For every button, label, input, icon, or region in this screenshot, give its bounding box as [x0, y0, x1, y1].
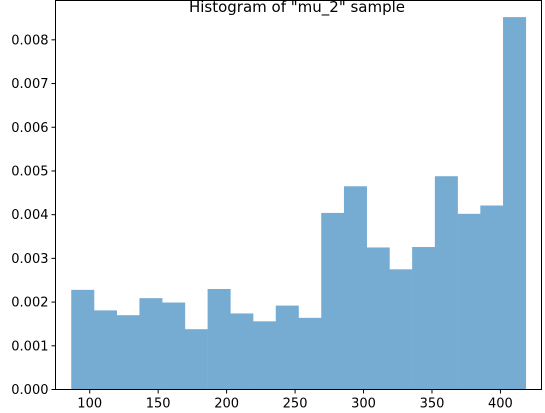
- plot-frame: [55, 0, 542, 390]
- x-tick-label: 300: [351, 397, 376, 412]
- histogram-bar: [162, 302, 186, 390]
- y-tick-label: 0.007: [11, 77, 48, 92]
- y-tick-label: 0.001: [11, 339, 48, 354]
- x-tick-label: 150: [146, 397, 171, 412]
- x-tick-label: 200: [214, 397, 239, 412]
- x-axis-ticks: 100 150 200 250 300 350 400: [77, 389, 513, 412]
- y-tick-label: 0.003: [11, 252, 48, 267]
- y-tick-label: 0.000: [11, 383, 48, 398]
- histogram-bar: [321, 212, 345, 390]
- histogram-bar: [184, 329, 208, 390]
- histogram-bar: [207, 288, 231, 390]
- histogram-bar: [71, 289, 95, 390]
- histogram-bar: [253, 321, 277, 390]
- y-tick-label: 0.004: [11, 208, 48, 223]
- x-tick-label: 100: [77, 397, 102, 412]
- chart-title: Histogram of "mu_2" sample: [189, 0, 405, 17]
- histogram-bar: [139, 298, 163, 390]
- histogram-bar: [412, 247, 436, 390]
- histogram-bar: [366, 247, 390, 390]
- x-tick-label: 350: [420, 397, 445, 412]
- histogram-bar: [343, 186, 367, 390]
- histogram-bar: [116, 315, 140, 390]
- histogram-bar: [434, 176, 458, 390]
- histogram-bars: [71, 17, 527, 390]
- histogram-bar: [480, 205, 504, 390]
- y-tick-label: 0.005: [11, 164, 48, 179]
- y-tick-label: 0.008: [11, 33, 48, 48]
- x-tick-label: 400: [488, 397, 513, 412]
- histogram-bar: [230, 313, 254, 390]
- histogram-bar: [457, 213, 481, 390]
- histogram-bar: [298, 317, 322, 390]
- histogram-bar: [275, 305, 299, 390]
- x-tick-label: 250: [283, 397, 308, 412]
- y-axis-ticks: 0.000 0.001 0.002 0.003 0.004 0.005 0.006 0.007…: [11, 33, 56, 398]
- histogram-bar: [93, 310, 117, 390]
- histogram-bar: [503, 17, 527, 390]
- y-tick-label: 0.006: [11, 121, 48, 136]
- y-tick-label: 0.002: [11, 296, 48, 311]
- histogram-bar: [389, 269, 413, 390]
